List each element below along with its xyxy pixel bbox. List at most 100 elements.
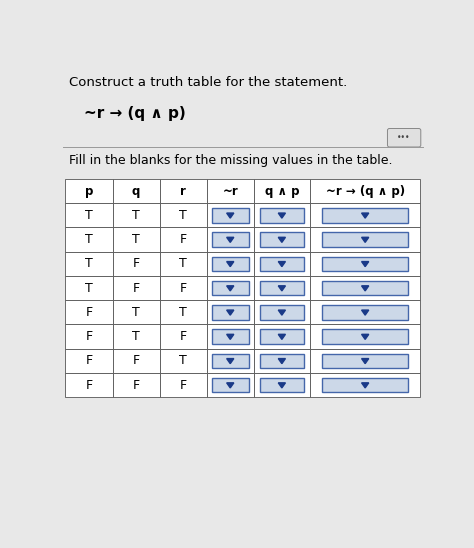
- Bar: [207, 300, 254, 324]
- Polygon shape: [362, 358, 369, 364]
- Polygon shape: [227, 383, 234, 388]
- Text: F: F: [180, 379, 187, 392]
- Bar: [260, 353, 304, 368]
- Bar: [160, 324, 207, 349]
- Polygon shape: [227, 261, 234, 267]
- Bar: [65, 373, 112, 397]
- Bar: [65, 252, 112, 276]
- Bar: [322, 378, 408, 392]
- Text: T: T: [85, 282, 93, 295]
- Bar: [260, 378, 304, 392]
- Text: T: T: [179, 355, 187, 367]
- Text: F: F: [85, 306, 92, 319]
- Polygon shape: [362, 383, 369, 388]
- Bar: [65, 324, 112, 349]
- Bar: [310, 203, 420, 227]
- Text: Construct a truth table for the statement.: Construct a truth table for the statemen…: [69, 76, 347, 89]
- Bar: [112, 252, 160, 276]
- Bar: [254, 252, 310, 276]
- Text: q: q: [132, 185, 140, 198]
- Bar: [212, 232, 248, 247]
- Bar: [65, 227, 112, 252]
- Polygon shape: [278, 213, 285, 218]
- Text: F: F: [133, 282, 140, 295]
- Polygon shape: [278, 383, 285, 388]
- Bar: [160, 252, 207, 276]
- Text: ~r: ~r: [222, 185, 238, 198]
- Bar: [322, 232, 408, 247]
- Text: r: r: [180, 185, 186, 198]
- Bar: [212, 329, 248, 344]
- Bar: [112, 324, 160, 349]
- Bar: [310, 300, 420, 324]
- Bar: [212, 378, 248, 392]
- Text: ~r → (q ∧ p): ~r → (q ∧ p): [326, 185, 405, 198]
- Text: T: T: [179, 306, 187, 319]
- Bar: [310, 373, 420, 397]
- Bar: [254, 179, 310, 203]
- Bar: [254, 324, 310, 349]
- Text: T: T: [179, 258, 187, 270]
- Bar: [260, 329, 304, 344]
- Bar: [322, 353, 408, 368]
- Bar: [254, 349, 310, 373]
- Text: T: T: [85, 209, 93, 222]
- Polygon shape: [362, 310, 369, 315]
- Text: T: T: [85, 233, 93, 246]
- Bar: [310, 349, 420, 373]
- Bar: [322, 305, 408, 319]
- Polygon shape: [227, 310, 234, 315]
- Polygon shape: [278, 310, 285, 315]
- Bar: [207, 203, 254, 227]
- Text: F: F: [180, 233, 187, 246]
- Polygon shape: [278, 237, 285, 242]
- Bar: [160, 276, 207, 300]
- Bar: [322, 281, 408, 295]
- Bar: [112, 349, 160, 373]
- Text: p: p: [85, 185, 93, 198]
- Polygon shape: [362, 334, 369, 339]
- Text: F: F: [133, 379, 140, 392]
- Polygon shape: [362, 237, 369, 242]
- Bar: [112, 300, 160, 324]
- Bar: [112, 373, 160, 397]
- Bar: [207, 276, 254, 300]
- Bar: [112, 227, 160, 252]
- Bar: [322, 329, 408, 344]
- Polygon shape: [278, 286, 285, 291]
- Bar: [207, 227, 254, 252]
- Bar: [212, 353, 248, 368]
- Bar: [160, 373, 207, 397]
- Bar: [310, 276, 420, 300]
- Text: T: T: [132, 306, 140, 319]
- Bar: [65, 276, 112, 300]
- Bar: [207, 252, 254, 276]
- Bar: [160, 203, 207, 227]
- Bar: [65, 349, 112, 373]
- Polygon shape: [278, 261, 285, 267]
- Polygon shape: [362, 261, 369, 267]
- Bar: [322, 256, 408, 271]
- Bar: [254, 300, 310, 324]
- Polygon shape: [278, 358, 285, 364]
- Text: F: F: [133, 355, 140, 367]
- Polygon shape: [227, 213, 234, 218]
- Text: T: T: [179, 209, 187, 222]
- Bar: [310, 252, 420, 276]
- Text: •••: •••: [397, 133, 411, 142]
- Text: F: F: [85, 355, 92, 367]
- Polygon shape: [227, 334, 234, 339]
- Text: T: T: [132, 330, 140, 343]
- Text: q ∧ p: q ∧ p: [264, 185, 299, 198]
- Bar: [212, 281, 248, 295]
- Text: Fill in the blanks for the missing values in the table.: Fill in the blanks for the missing value…: [69, 155, 392, 167]
- Text: F: F: [85, 379, 92, 392]
- Polygon shape: [227, 286, 234, 291]
- Bar: [160, 349, 207, 373]
- Text: F: F: [180, 282, 187, 295]
- Bar: [310, 324, 420, 349]
- Bar: [212, 305, 248, 319]
- Text: T: T: [85, 258, 93, 270]
- Polygon shape: [362, 286, 369, 291]
- Bar: [160, 179, 207, 203]
